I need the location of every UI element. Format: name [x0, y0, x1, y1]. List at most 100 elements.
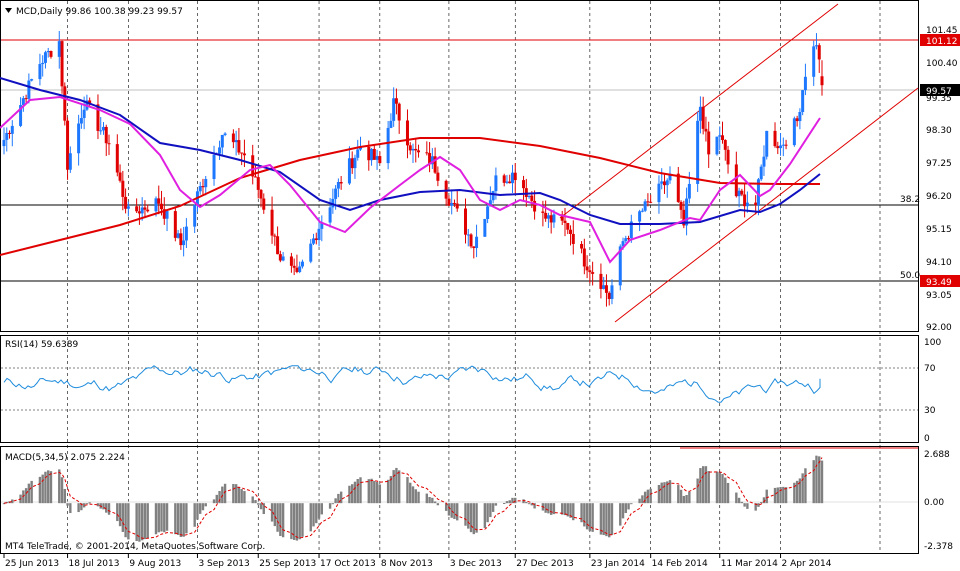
macd-bar	[746, 503, 749, 509]
candle-body	[513, 172, 517, 181]
candle-body	[784, 144, 788, 146]
candle-body	[137, 211, 141, 214]
candle-body	[179, 233, 183, 246]
macd-bar	[77, 503, 80, 513]
macd-bar	[193, 503, 196, 527]
candle-body	[414, 148, 418, 151]
macd-bar	[154, 503, 158, 535]
candle-body	[549, 215, 553, 223]
macd-bar	[737, 497, 741, 504]
macd-bar	[96, 503, 100, 507]
macd-bar	[431, 497, 434, 504]
candle-body	[472, 246, 476, 249]
macd-bar	[464, 503, 467, 526]
candle-body	[411, 148, 415, 151]
macd-bar	[2, 503, 6, 505]
macd-bar	[124, 503, 127, 538]
macd-bar	[621, 503, 625, 519]
candle-body	[740, 190, 744, 195]
macd-panel[interactable]	[0, 446, 919, 554]
candle-body	[723, 140, 727, 150]
macd-bar	[176, 503, 180, 535]
fib-38-label: 38.2	[900, 195, 920, 205]
copyright-footer: MT4 TeleTrade, © 2001-2014, MetaQuotes S…	[5, 542, 265, 552]
macd-bar	[696, 478, 699, 504]
macd-bar	[165, 503, 169, 531]
macd-bar	[475, 503, 478, 533]
macd-bar	[30, 480, 33, 504]
macd-bar	[643, 491, 647, 504]
candle-body	[425, 152, 429, 154]
macd-bar	[491, 503, 495, 512]
macd-bar	[348, 485, 351, 504]
macd-bar	[489, 503, 492, 518]
macd-bar	[160, 503, 163, 532]
macd-bar	[508, 500, 511, 504]
macd-bar	[572, 503, 575, 521]
candle-body	[546, 215, 550, 219]
macd-bar	[47, 470, 50, 504]
macd-bar	[334, 498, 337, 504]
candle-body	[201, 186, 205, 188]
candle-body	[773, 130, 777, 147]
macd-bar	[281, 503, 285, 538]
macd-bar	[262, 503, 265, 515]
macd-bar	[666, 481, 669, 504]
candle-body	[162, 209, 166, 219]
macd-bar	[552, 503, 556, 515]
macd-bar	[414, 489, 417, 504]
macd-bar	[276, 503, 279, 532]
ma-long-line	[0, 137, 820, 256]
candle-body	[182, 240, 186, 246]
chart-menu-arrow-icon[interactable]	[5, 8, 12, 13]
macd-bar	[735, 492, 738, 504]
macd-bar	[218, 491, 221, 504]
candle-body	[701, 106, 705, 129]
macd-bar	[105, 503, 108, 513]
macd-bar	[24, 488, 28, 504]
candle-body	[46, 51, 50, 53]
macd-bar	[649, 488, 652, 504]
macd-bar	[107, 503, 111, 515]
candle-body	[312, 238, 316, 244]
macd-bar	[588, 503, 592, 532]
macd-bar	[608, 503, 611, 538]
fib-50-label: 50.0	[900, 271, 920, 281]
candle-body	[812, 46, 816, 77]
candle-body	[118, 172, 122, 181]
macd-bar	[273, 503, 277, 527]
candle-body	[19, 105, 23, 126]
candle-body	[530, 195, 534, 201]
candle-body	[533, 200, 537, 212]
macd-bar	[353, 481, 357, 504]
macd-bar	[392, 470, 395, 504]
macd-bar	[312, 503, 315, 527]
candle-body	[814, 45, 818, 47]
macd-bar	[566, 503, 569, 517]
macd-bar	[718, 472, 721, 504]
candle-body	[2, 139, 6, 147]
candle-body	[251, 155, 255, 177]
symbol-ohlc-header: MCD,Daily 99.86 100.38 99.23 99.57	[16, 7, 183, 17]
candle-body	[649, 201, 653, 203]
candle-body	[270, 209, 274, 236]
macd-bar	[116, 503, 119, 522]
macd-bar	[707, 471, 710, 504]
candle-body	[143, 207, 147, 210]
price-tick: 100.40	[926, 59, 958, 69]
macd-bar	[605, 503, 608, 537]
macd-bar	[157, 503, 160, 533]
candle-body	[49, 51, 53, 57]
candle-body	[394, 98, 398, 104]
candle-body	[585, 266, 589, 271]
candle-body	[646, 201, 650, 203]
candle-body	[588, 270, 592, 273]
main-price-panel[interactable]	[0, 0, 919, 332]
candle-body	[173, 211, 177, 238]
candle-body	[803, 76, 807, 91]
candle-body	[68, 153, 72, 170]
macd-bar	[406, 477, 409, 504]
rsi-panel[interactable]	[0, 335, 919, 443]
rsi-line	[3, 365, 821, 403]
